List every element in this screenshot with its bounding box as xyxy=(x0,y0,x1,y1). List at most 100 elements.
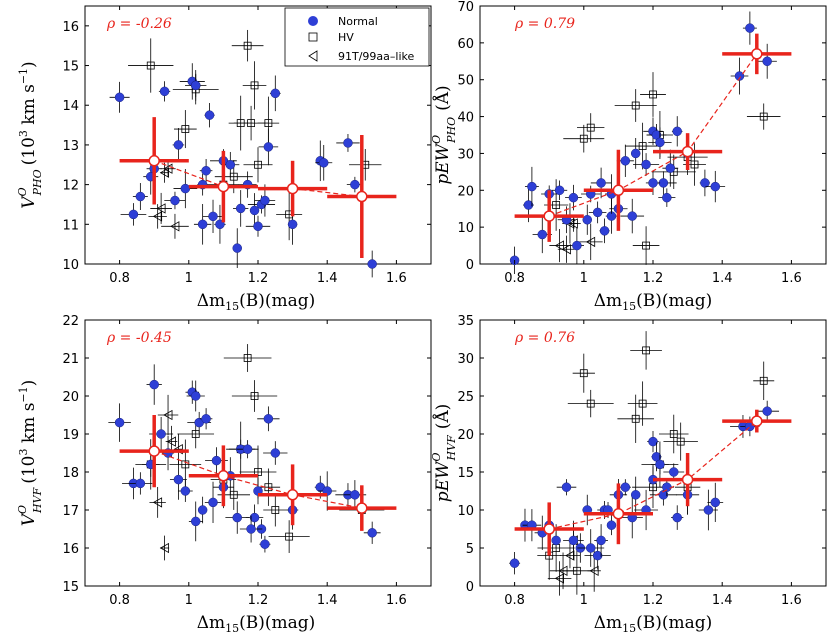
error-bar xyxy=(547,561,572,596)
bin-trend-line xyxy=(549,420,758,530)
error-bar xyxy=(149,486,166,518)
y-tick-label: 12 xyxy=(62,179,79,194)
normal-point xyxy=(204,110,215,120)
bin-marker xyxy=(148,155,160,167)
normal-point xyxy=(197,219,208,230)
y-tick-label: 14 xyxy=(62,99,79,114)
rho-label: ρ = 0.76 xyxy=(514,330,575,346)
bin-marker xyxy=(217,470,230,482)
error-bar xyxy=(157,394,179,436)
normal-point xyxy=(173,140,184,150)
normal-point xyxy=(249,205,260,216)
hv-point xyxy=(247,119,255,127)
y-tick-label: 11 xyxy=(62,218,79,233)
bin-marker xyxy=(612,184,625,197)
x-tick-label: 1 xyxy=(580,593,588,608)
error-bar xyxy=(572,353,595,393)
error-bar xyxy=(559,542,581,569)
bin-point xyxy=(583,483,653,545)
normal-point xyxy=(561,482,572,492)
normal-point xyxy=(156,429,166,439)
y-tick-label: 10 xyxy=(457,504,474,519)
bin-point xyxy=(327,135,397,259)
normal-point xyxy=(734,71,745,81)
y-tick-label: 22 xyxy=(62,314,79,329)
panel-ewpho: 0.8 1 1.2 1.4 1.6 0 10 20 30 40 50 60 70 ρ = 0.79 xyxy=(457,0,827,286)
ylabel-vhvf: VO HVF(103 km s−1) xyxy=(16,380,44,527)
bin-marker xyxy=(612,508,625,520)
hv-point xyxy=(759,112,768,121)
normal-point xyxy=(669,467,679,477)
panel-vpho: 0.8 1 1.2 1.4 1.6 10 11 12 13 14 15 16 ρ = -0.26 No… xyxy=(62,5,432,286)
x-tick-label: 1.6 xyxy=(386,271,407,286)
bin-marker xyxy=(286,489,299,501)
t91-point xyxy=(558,565,568,576)
hv-point xyxy=(642,346,650,355)
xlabel-vpho: Δm15(B)(mag) xyxy=(197,291,316,313)
y-tick-label: 30 xyxy=(457,352,474,367)
hv-point xyxy=(181,460,190,469)
normal-point xyxy=(523,200,534,210)
normal-point xyxy=(672,126,682,137)
x-tick-label: 1 xyxy=(580,271,588,286)
hv-point xyxy=(271,506,280,514)
normal-point xyxy=(235,203,246,214)
hv-point xyxy=(631,101,640,110)
hv-point xyxy=(638,399,647,408)
hv-point xyxy=(649,90,657,99)
t91-point xyxy=(565,550,575,561)
normal-point xyxy=(599,226,610,236)
error-bar xyxy=(349,148,382,181)
bin-marker xyxy=(751,415,763,427)
bin-marker xyxy=(681,473,694,486)
error-bar xyxy=(276,188,303,241)
bin-point xyxy=(119,415,189,488)
normal-point xyxy=(606,520,617,530)
normal-point xyxy=(551,535,561,546)
y-tick-label: 25 xyxy=(457,390,474,405)
normal-point xyxy=(367,259,377,269)
bin-marker xyxy=(543,523,555,535)
error-bar xyxy=(578,223,603,261)
bin-marker xyxy=(217,180,230,193)
normal-point xyxy=(201,414,211,424)
bin-point xyxy=(653,133,723,171)
tick-marks: 0.8 1 1.2 1.4 1.6 0 10 20 30 40 50 60 70 xyxy=(457,0,826,286)
hv-point xyxy=(243,354,252,362)
error-bar xyxy=(753,361,775,401)
bin-marker xyxy=(356,190,368,203)
normal-point xyxy=(159,86,170,97)
normal-point xyxy=(350,490,360,500)
bin-marker xyxy=(681,145,694,158)
bin-point xyxy=(722,409,792,433)
y-tick-label: 16 xyxy=(62,20,79,35)
normal-point xyxy=(527,181,537,192)
normal-point xyxy=(568,192,579,203)
normal-point xyxy=(263,142,274,152)
y-tick-label: 15 xyxy=(62,60,79,75)
normal-point xyxy=(197,505,208,515)
normal-point xyxy=(180,183,191,194)
normal-point xyxy=(170,195,180,206)
normal-point xyxy=(585,543,596,553)
normal-point xyxy=(114,417,125,428)
x-tick-label: 1.6 xyxy=(386,593,407,608)
error-bar xyxy=(632,226,660,265)
x-tick-label: 1.4 xyxy=(712,593,733,608)
normal-point xyxy=(662,192,672,203)
x-tick-label: 1.2 xyxy=(643,593,664,608)
bin-marker xyxy=(286,182,299,195)
bin-trend-line xyxy=(548,53,758,217)
x-tick-label: 1.6 xyxy=(781,593,802,608)
normal-point xyxy=(260,195,270,206)
normal-point xyxy=(208,211,218,222)
rho-label: ρ = -0.45 xyxy=(106,330,172,346)
x-axis-label: Δm15(B)(mag) xyxy=(594,291,713,313)
xlabel-vhvf: Δm15(B)(mag) xyxy=(197,613,316,634)
ylabel-vpho: VO PHO(103 km s−1) xyxy=(16,61,44,208)
error-bar xyxy=(223,344,272,372)
bin-point xyxy=(653,453,723,507)
error-bar xyxy=(128,38,174,93)
error-bar xyxy=(161,213,189,239)
t91-point xyxy=(554,573,564,584)
